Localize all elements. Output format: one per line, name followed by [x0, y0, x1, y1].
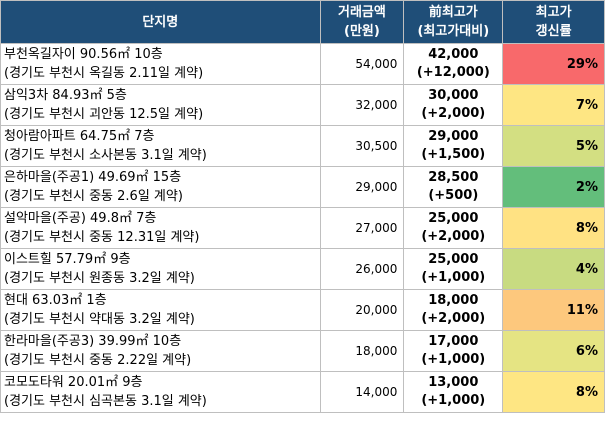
table-row: 현대 63.03㎡ 1층 (경기도 부천시 약대동 3.2일 계약) 20,000 1…: [0, 289, 605, 331]
trade-amount: 14,000: [319, 371, 405, 413]
previous-high: 17,000: [428, 334, 479, 349]
complex-name: 은하마을(주공1) 49.69㎡ 15층: [4, 170, 182, 185]
table-row: 부천옥길자이 90.56㎡ 10층 (경기도 부천시 옥길동 2.11일 계약) 5…: [0, 43, 605, 85]
table-row: 한라마을(주공3) 39.99㎡ 10층 (경기도 부천시 중동 2.22일 계약…: [0, 330, 605, 372]
trade-amount: 26,000: [319, 248, 405, 290]
complex-name: 현대 63.03㎡ 1층: [4, 293, 107, 308]
header-previous-high: 前최고가 (최고가대비): [403, 0, 504, 44]
complex-name: 청아람아파트 64.75㎡ 7층: [4, 129, 155, 144]
previous-high-cell: 13,000 (+1,000): [403, 371, 504, 413]
previous-high-cell: 18,000 (+2,000): [403, 289, 504, 331]
previous-high: 25,000: [428, 252, 479, 267]
previous-high-diff: (+1,500): [421, 147, 486, 162]
previous-high-cell: 30,000 (+2,000): [403, 84, 504, 126]
header-row: 단지명 거래금액 (만원) 前최고가 (최고가대비) 최고가 갱신률: [0, 0, 605, 44]
trade-amount: 30,500: [319, 125, 405, 167]
header-previous-high-line1: 前최고가: [428, 5, 478, 20]
previous-high-diff: (+500): [428, 188, 479, 203]
complex-name: 설악마을(주공) 49.8㎡ 7층: [4, 211, 157, 226]
renewal-rate: 11%: [502, 289, 605, 331]
renewal-rate: 29%: [502, 43, 605, 85]
header-renewal-rate-line1: 최고가: [535, 5, 572, 20]
header-renewal-rate: 최고가 갱신률: [502, 0, 605, 44]
complex-cell: 설악마을(주공) 49.8㎡ 7층 (경기도 부천시 중동 12.31일 계약): [0, 207, 321, 249]
header-trade-amount-line1: 거래금액: [338, 5, 386, 20]
complex-name: 삼익3차 84.93㎡ 5층: [4, 88, 127, 103]
trade-amount: 32,000: [319, 84, 405, 126]
complex-name: 부천옥길자이 90.56㎡ 10층: [4, 47, 163, 62]
previous-high-diff: (+1,000): [421, 270, 486, 285]
renewal-rate: 5%: [502, 125, 605, 167]
complex-cell: 코모도타워 20.01㎡ 9층 (경기도 부천시 심곡본동 3.1일 계약): [0, 371, 321, 413]
previous-high-cell: 25,000 (+1,000): [403, 248, 504, 290]
complex-name: 이스트힐 57.79㎡ 9층: [4, 252, 131, 267]
table-row: 코모도타워 20.01㎡ 9층 (경기도 부천시 심곡본동 3.1일 계약) 14,…: [0, 371, 605, 413]
complex-location: (경기도 부천시 괴안동 12.5일 계약): [4, 107, 204, 122]
trade-amount: 18,000: [319, 330, 405, 372]
renewal-rate: 4%: [502, 248, 605, 290]
previous-high-cell: 42,000 (+12,000): [403, 43, 504, 85]
complex-cell: 부천옥길자이 90.56㎡ 10층 (경기도 부천시 옥길동 2.11일 계약): [0, 43, 321, 85]
header-renewal-rate-line2: 갱신률: [535, 24, 572, 39]
table-row: 이스트힐 57.79㎡ 9층 (경기도 부천시 원종동 3.2일 계약) 26,00…: [0, 248, 605, 290]
table-row: 삼익3차 84.93㎡ 5층 (경기도 부천시 괴안동 12.5일 계약) 32,0…: [0, 84, 605, 126]
previous-high-diff: (+2,000): [421, 106, 486, 121]
previous-high: 42,000: [428, 47, 479, 62]
complex-cell: 삼익3차 84.93㎡ 5층 (경기도 부천시 괴안동 12.5일 계약): [0, 84, 321, 126]
complex-location: (경기도 부천시 중동 2.22일 계약): [4, 353, 192, 368]
table-row: 설악마을(주공) 49.8㎡ 7층 (경기도 부천시 중동 12.31일 계약) 2…: [0, 207, 605, 249]
renewal-rate: 8%: [502, 371, 605, 413]
trade-amount: 27,000: [319, 207, 405, 249]
trade-amount: 29,000: [319, 166, 405, 208]
complex-cell: 청아람아파트 64.75㎡ 7층 (경기도 부천시 소사본동 3.1일 계약): [0, 125, 321, 167]
previous-high: 29,000: [428, 129, 479, 144]
trade-amount: 54,000: [319, 43, 405, 85]
complex-cell: 현대 63.03㎡ 1층 (경기도 부천시 약대동 3.2일 계약): [0, 289, 321, 331]
complex-location: (경기도 부천시 중동 12.31일 계약): [4, 230, 200, 245]
complex-name: 한라마을(주공3) 39.99㎡ 10층: [4, 334, 182, 349]
previous-high-cell: 29,000 (+1,500): [403, 125, 504, 167]
header-trade-amount: 거래금액 (만원): [319, 0, 405, 44]
complex-cell: 한라마을(주공3) 39.99㎡ 10층 (경기도 부천시 중동 2.22일 계약…: [0, 330, 321, 372]
previous-high-diff: (+1,000): [421, 352, 486, 367]
table-row: 청아람아파트 64.75㎡ 7층 (경기도 부천시 소사본동 3.1일 계약) 30…: [0, 125, 605, 167]
renewal-rate: 7%: [502, 84, 605, 126]
complex-cell: 은하마을(주공1) 49.69㎡ 15층 (경기도 부천시 중동 2.6일 계약): [0, 166, 321, 208]
table-row: 은하마을(주공1) 49.69㎡ 15층 (경기도 부천시 중동 2.6일 계약)…: [0, 166, 605, 208]
renewal-rate: 2%: [502, 166, 605, 208]
previous-high-diff: (+2,000): [421, 311, 486, 326]
complex-location: (경기도 부천시 옥길동 2.11일 계약): [4, 66, 204, 81]
previous-high: 18,000: [428, 293, 479, 308]
header-previous-high-line2: (최고가대비): [417, 24, 490, 39]
previous-high-cell: 28,500 (+500): [403, 166, 504, 208]
header-trade-amount-line2: (만원): [344, 24, 380, 39]
previous-high: 28,500: [428, 170, 479, 185]
complex-name: 코모도타워 20.01㎡ 9층: [4, 375, 143, 390]
previous-high: 30,000: [428, 88, 479, 103]
previous-high-diff: (+1,000): [421, 393, 486, 408]
complex-cell: 이스트힐 57.79㎡ 9층 (경기도 부천시 원종동 3.2일 계약): [0, 248, 321, 290]
renewal-rate: 6%: [502, 330, 605, 372]
complex-location: (경기도 부천시 소사본동 3.1일 계약): [4, 148, 207, 163]
header-complex-name: 단지명: [0, 0, 321, 44]
previous-high-diff: (+2,000): [421, 229, 486, 244]
previous-high-diff: (+12,000): [416, 65, 490, 80]
previous-high: 25,000: [428, 211, 479, 226]
previous-high: 13,000: [428, 375, 479, 390]
complex-location: (경기도 부천시 심곡본동 3.1일 계약): [4, 394, 207, 409]
complex-location: (경기도 부천시 원종동 3.2일 계약): [4, 271, 195, 286]
previous-high-cell: 25,000 (+2,000): [403, 207, 504, 249]
previous-high-cell: 17,000 (+1,000): [403, 330, 504, 372]
renewal-rate: 8%: [502, 207, 605, 249]
apartment-price-table: 단지명 거래금액 (만원) 前최고가 (최고가대비) 최고가 갱신률 부천옥길자…: [0, 0, 605, 413]
table-body: 부천옥길자이 90.56㎡ 10층 (경기도 부천시 옥길동 2.11일 계약) 5…: [0, 43, 605, 413]
complex-location: (경기도 부천시 약대동 3.2일 계약): [4, 312, 195, 327]
trade-amount: 20,000: [319, 289, 405, 331]
complex-location: (경기도 부천시 중동 2.6일 계약): [4, 189, 183, 204]
